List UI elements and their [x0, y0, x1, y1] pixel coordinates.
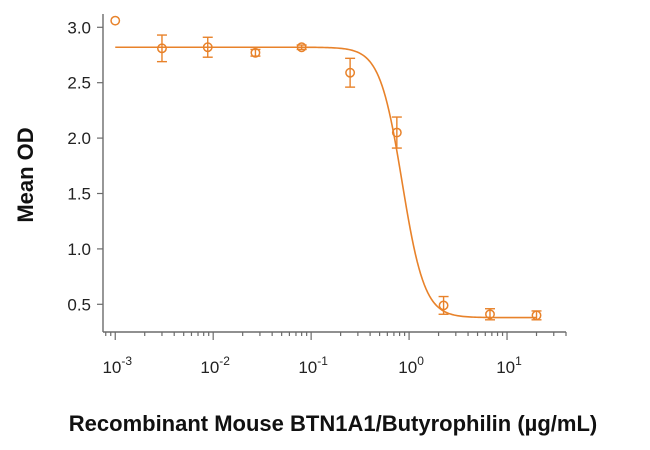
y-tick-label: 1.5 — [67, 184, 91, 203]
point-marker — [296, 42, 307, 53]
data-points — [110, 15, 542, 321]
x-ticks: 10-3 10-2 10-1 100 101 — [102, 332, 567, 377]
point-marker — [157, 43, 167, 54]
data-point — [296, 42, 307, 53]
y-tick-label: 0.5 — [67, 295, 91, 314]
x-tick-label: 10-1 — [298, 354, 328, 377]
y-tick-label: 1.0 — [67, 240, 91, 259]
x-axis-label: Recombinant Mouse BTN1A1/Butyrophilin (µ… — [69, 411, 597, 436]
data-point — [438, 295, 449, 315]
y-ticks: 0.5 1.0 1.5 2.0 2.5 3.0 — [67, 18, 103, 314]
point-marker — [438, 300, 449, 311]
y-tick-label: 2.0 — [67, 129, 91, 148]
x-tick-label: 10-2 — [200, 354, 230, 377]
point-marker — [202, 42, 213, 53]
data-point — [250, 47, 261, 58]
data-point — [110, 15, 121, 26]
data-point — [202, 36, 213, 58]
data-point — [156, 34, 167, 63]
y-tick-label: 2.5 — [67, 74, 91, 93]
x-tick-label: 101 — [496, 354, 522, 377]
y-axis: 0.5 1.0 1.5 2.0 2.5 3.0 — [67, 14, 104, 332]
point-marker — [110, 15, 121, 26]
point-marker — [391, 127, 402, 138]
fit-curve — [115, 46, 537, 319]
point-marker — [250, 47, 261, 58]
x-tick-label: 100 — [398, 354, 424, 377]
y-tick-label: 3.0 — [67, 18, 91, 37]
point-marker — [531, 310, 542, 321]
data-point — [484, 308, 495, 321]
point-marker — [485, 309, 495, 320]
x-axis: 10-3 10-2 10-1 100 101 — [102, 331, 567, 377]
data-point — [391, 116, 402, 149]
x-tick-label: 10-3 — [102, 354, 132, 377]
y-axis-label: Mean OD — [13, 127, 38, 222]
data-point — [531, 310, 542, 321]
data-point — [345, 57, 356, 88]
point-marker — [345, 67, 356, 78]
